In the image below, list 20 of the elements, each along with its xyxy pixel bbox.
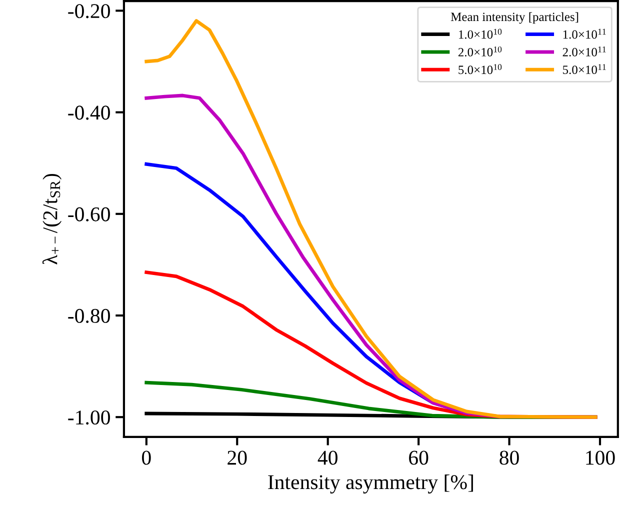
- x-tick-label: 40: [318, 450, 338, 465]
- x-tick-label: 0: [142, 450, 151, 465]
- legend-title: Mean intensity [particles]: [450, 12, 578, 24]
- y-tick-label: -0.40: [68, 106, 110, 120]
- x-tick-label: 100: [586, 450, 615, 465]
- x-axis-title: Intensity asymmetry [%]: [268, 474, 473, 494]
- legend-label: 5.0×10$^{10}$: [458, 64, 502, 74]
- y-axis-title: λ$_{+−}$/(2/t$_{SR}$): [42, 174, 62, 264]
- legend-label: 2.0×10$^{11}$: [562, 46, 606, 56]
- x-tick-label: 80: [500, 450, 519, 465]
- y-tick-label: -0.20: [68, 4, 110, 18]
- legend-label: 1.0×10$^{11}$: [563, 28, 606, 39]
- legend-label: 1.0×10$^{10}$: [459, 28, 502, 39]
- legend-label: 5.0×10$^{11}$: [563, 64, 606, 74]
- x-tick-label: 20: [228, 450, 247, 465]
- x-tick-label: 60: [409, 450, 428, 465]
- legend-label: 2.0×10$^{10}$: [458, 46, 502, 56]
- y-tick-label: -1.00: [68, 410, 110, 425]
- y-tick-label: -0.80: [68, 308, 110, 324]
- y-tick-label: -0.60: [68, 207, 110, 222]
